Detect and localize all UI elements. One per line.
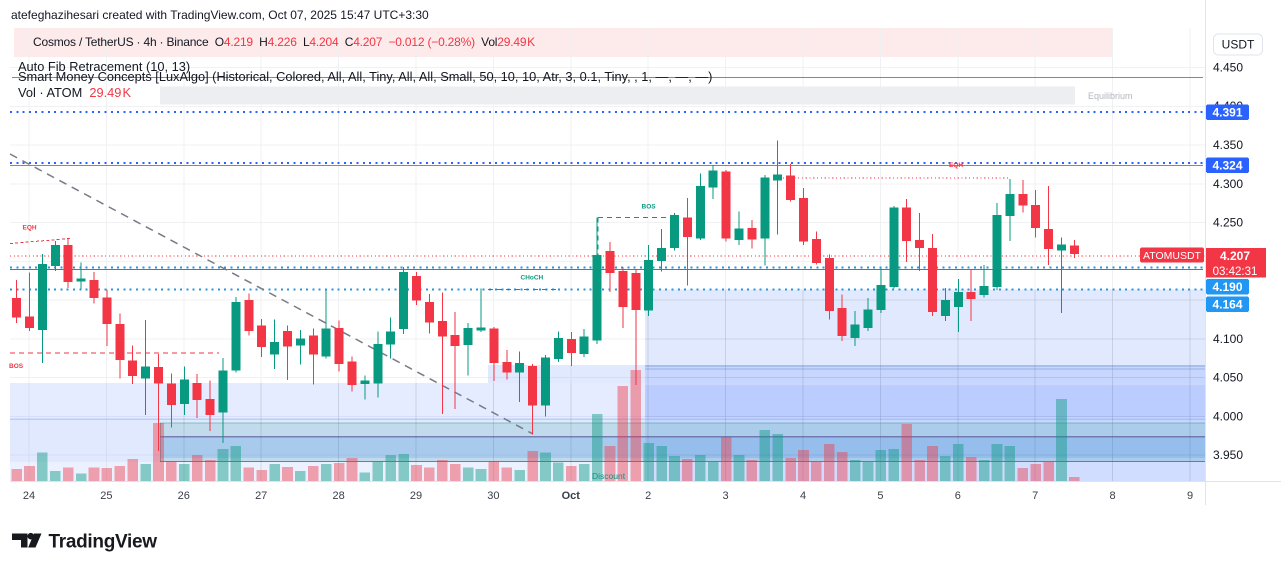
svg-text:4: 4: [800, 490, 806, 502]
svg-text:Equilibrium: Equilibrium: [1088, 91, 1133, 101]
svg-text:6: 6: [955, 490, 961, 502]
svg-text:EQH: EQH: [23, 225, 37, 232]
svg-text:4.100: 4.100: [1213, 332, 1243, 346]
svg-text:4.391: 4.391: [1212, 106, 1242, 120]
svg-text:7: 7: [1032, 490, 1038, 502]
svg-text:USDT: USDT: [1222, 38, 1255, 52]
svg-text:8: 8: [1110, 490, 1116, 502]
svg-text:EQH: EQH: [949, 162, 963, 169]
svg-text:3.950: 3.950: [1213, 448, 1243, 462]
svg-text:4.450: 4.450: [1213, 61, 1243, 75]
svg-text:ATOMUSDT: ATOMUSDT: [1143, 250, 1202, 262]
svg-text:4.324: 4.324: [1212, 159, 1242, 173]
svg-text:4.250: 4.250: [1213, 216, 1243, 230]
svg-text:30: 30: [487, 490, 499, 502]
svg-text:TradingView: TradingView: [49, 532, 158, 553]
svg-text:26: 26: [178, 490, 190, 502]
svg-text:4.050: 4.050: [1213, 371, 1243, 385]
svg-text:4.000: 4.000: [1213, 409, 1243, 423]
svg-text:4.207: 4.207: [1220, 249, 1250, 263]
svg-text:2: 2: [645, 490, 651, 502]
svg-text:24: 24: [23, 490, 35, 502]
svg-text:3: 3: [723, 490, 729, 502]
svg-text:27: 27: [255, 490, 267, 502]
svg-text:4.350: 4.350: [1213, 138, 1243, 152]
svg-text:4.300: 4.300: [1213, 177, 1243, 191]
svg-text:Oct: Oct: [562, 490, 581, 502]
svg-text:9: 9: [1187, 490, 1193, 502]
svg-text:29: 29: [410, 490, 422, 502]
svg-text:25: 25: [100, 490, 112, 502]
svg-text:03:42:31: 03:42:31: [1213, 266, 1258, 278]
svg-text:5: 5: [877, 490, 883, 502]
svg-text:Discount: Discount: [592, 471, 626, 481]
svg-text:BOS: BOS: [9, 363, 24, 370]
svg-text:28: 28: [332, 490, 344, 502]
svg-text:BOS: BOS: [642, 204, 657, 211]
svg-text:4.164: 4.164: [1212, 298, 1242, 312]
svg-text:4.190: 4.190: [1212, 280, 1242, 294]
svg-text:CHoCH: CHoCH: [521, 275, 544, 282]
